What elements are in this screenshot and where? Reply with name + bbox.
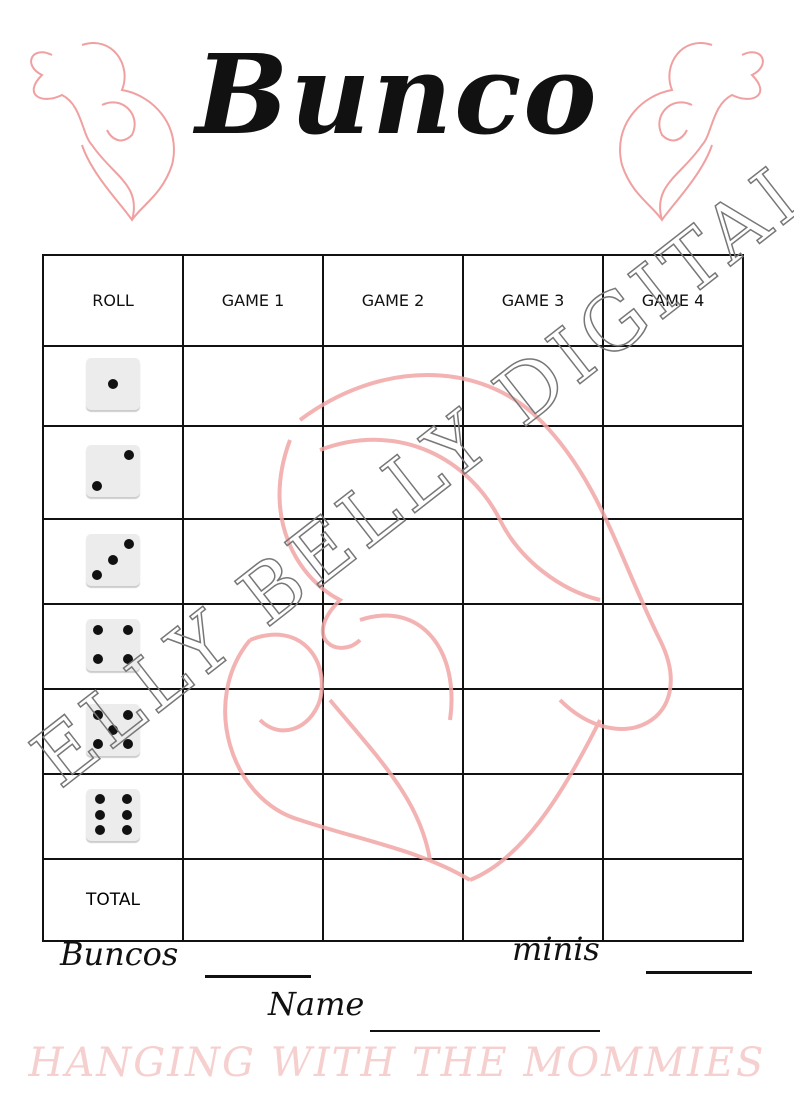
score-cell-game-1[interactable] [182, 425, 324, 520]
score-cell-game-3[interactable] [462, 518, 604, 605]
header-roll: ROLL [42, 254, 184, 347]
footer-brand: HANGING WITH THE MOMMIES [28, 1040, 766, 1086]
header-game-4: GAME 4 [602, 254, 744, 347]
mother-baby-logo-icon [619, 42, 764, 222]
table-row [42, 773, 744, 860]
score-cell-game-3[interactable] [462, 345, 604, 427]
minis-field[interactable] [646, 971, 752, 974]
page-title: Bunco [195, 30, 599, 159]
table-row [42, 425, 744, 520]
header-game-1: GAME 1 [182, 254, 324, 347]
score-cell-game-2[interactable] [322, 345, 464, 427]
score-cell-game-3[interactable] [462, 425, 604, 520]
score-cell-game-1[interactable] [182, 603, 324, 690]
roll-cell [42, 773, 184, 860]
table-row [42, 688, 744, 775]
score-cell-game-1[interactable] [182, 518, 324, 605]
score-cell-game-2[interactable] [322, 773, 464, 860]
total-cell-game-4[interactable] [602, 858, 744, 942]
score-cell-game-3[interactable] [462, 603, 604, 690]
score-cell-game-4[interactable] [602, 518, 744, 605]
die-5-icon [86, 703, 140, 756]
total-cell-game-1[interactable] [182, 858, 324, 942]
minis-label: minis [512, 930, 600, 968]
roll-cell [42, 345, 184, 427]
total-label: TOTAL [42, 858, 184, 942]
score-cell-game-2[interactable] [322, 518, 464, 605]
table-row [42, 603, 744, 690]
score-cell-game-2[interactable] [322, 425, 464, 520]
die-4-icon [86, 618, 140, 671]
total-cell-game-2[interactable] [322, 858, 464, 942]
mother-baby-logo-icon [30, 42, 175, 222]
roll-cell [42, 425, 184, 520]
name-label: Name [268, 985, 365, 1023]
die-3-icon [86, 533, 140, 586]
score-cell-game-4[interactable] [602, 688, 744, 775]
score-cell-game-3[interactable] [462, 688, 604, 775]
score-cell-game-4[interactable] [602, 345, 744, 427]
die-1-icon [86, 358, 140, 410]
die-2-icon [86, 444, 140, 497]
header-game-2: GAME 2 [322, 254, 464, 347]
buncos-field[interactable] [205, 975, 311, 978]
table-row [42, 345, 744, 427]
roll-cell [42, 518, 184, 605]
score-cell-game-1[interactable] [182, 345, 324, 427]
table-row [42, 518, 744, 605]
name-field[interactable] [370, 1030, 600, 1032]
buncos-label: Buncos [60, 935, 179, 973]
total-row: TOTAL [42, 858, 744, 942]
roll-cell [42, 603, 184, 690]
score-cell-game-1[interactable] [182, 688, 324, 775]
score-cell-game-3[interactable] [462, 773, 604, 860]
score-cell-game-4[interactable] [602, 425, 744, 520]
score-cell-game-1[interactable] [182, 773, 324, 860]
score-cell-game-4[interactable] [602, 603, 744, 690]
score-cell-game-2[interactable] [322, 603, 464, 690]
score-cell-game-2[interactable] [322, 688, 464, 775]
score-table: ROLL GAME 1 GAME 2 GAME 3 GAME 4 TOTAL [42, 254, 744, 942]
header-game-3: GAME 3 [462, 254, 604, 347]
die-6-icon [86, 788, 140, 841]
total-cell-game-3[interactable] [462, 858, 604, 942]
score-cell-game-4[interactable] [602, 773, 744, 860]
roll-cell [42, 688, 184, 775]
